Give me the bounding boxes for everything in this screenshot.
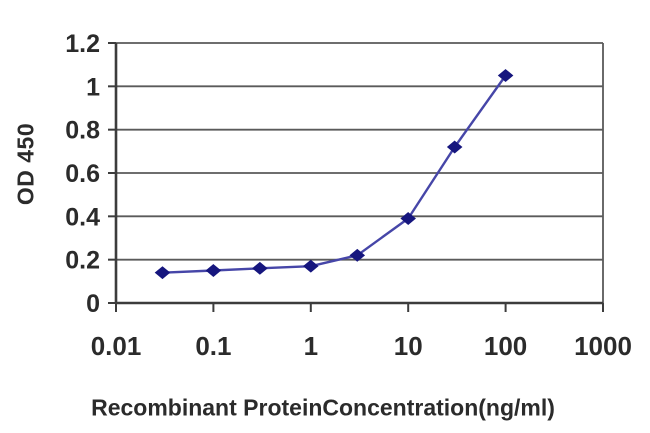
data-point-marker [205,264,222,277]
x-tick-label: 1 [304,331,318,361]
y-tick-label: 0 [86,290,100,318]
y-tick-label: 0.6 [65,160,100,188]
x-tick-label: 1000 [574,331,632,361]
x-axis-title: Recombinant ProteinConcentration(ng/ml) [91,394,555,421]
data-point-marker [497,69,514,82]
y-tick-label: 1.2 [65,30,100,58]
series-line [162,74,507,274]
data-point-marker [446,140,463,154]
x-tick-label: 100 [484,331,527,361]
x-tick-label: 0.01 [91,331,142,361]
data-point-marker [349,248,366,262]
x-tick-label: 10 [394,331,423,361]
y-tick-label: 0.2 [65,247,100,275]
y-tick-label: 0.8 [65,117,100,145]
data-point-marker [400,212,416,225]
x-tick-label: 0.1 [195,331,231,361]
y-axis-title: OD 450 [12,122,39,206]
y-tick-label: 1 [86,73,100,101]
data-point-marker [154,266,171,280]
data-point-marker [252,261,268,275]
data-point-marker [303,259,319,273]
y-tick-label: 0.4 [65,203,100,231]
